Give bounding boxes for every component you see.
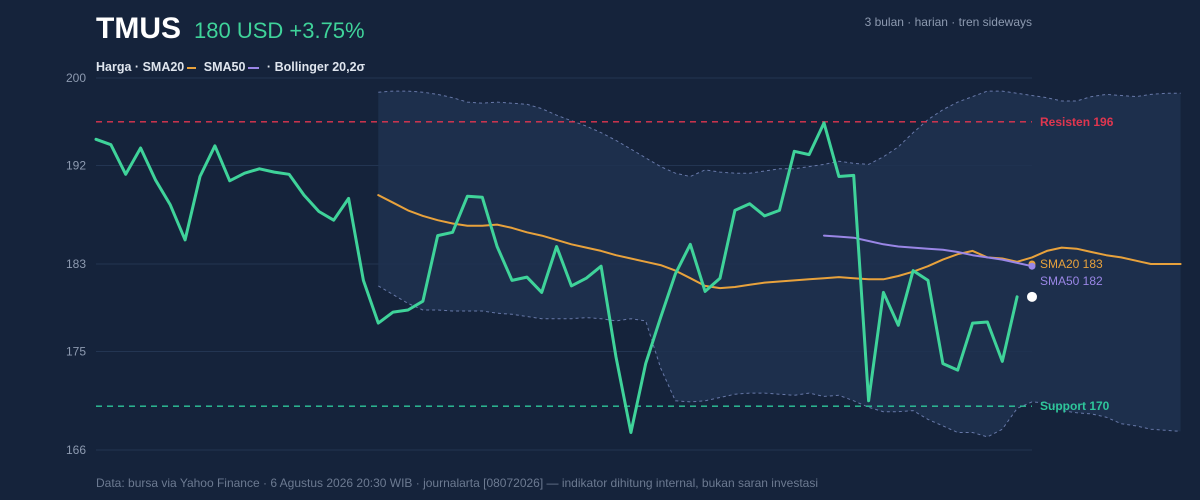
bollinger-band-area xyxy=(378,91,1181,437)
legend-sma50-swatch xyxy=(248,66,260,69)
bollinger-lower-line xyxy=(378,285,1181,438)
bollinger-upper-line xyxy=(378,90,1181,178)
timeframe-context: 3 bulan · harian · tren sideways xyxy=(864,15,1032,29)
ticker-symbol: TMUS xyxy=(96,12,181,45)
support-label: Support 170 xyxy=(1040,399,1110,413)
legend-sma20-swatch xyxy=(187,66,197,69)
y-tick-label: 175 xyxy=(66,345,86,359)
footer-source: Data: bursa via Yahoo Finance · 6 Agustu… xyxy=(96,476,818,490)
chart-legend: Harga · SMA20 SMA50 · Bollinger 20,2σ xyxy=(96,60,365,74)
sma20-line xyxy=(377,194,1182,290)
y-tick-label: 166 xyxy=(66,443,86,457)
legend-sma20-label: SMA20 xyxy=(142,60,185,74)
legend-sma50-label: SMA50 xyxy=(203,60,246,74)
y-tick-label: 192 xyxy=(66,159,86,173)
price-line xyxy=(94,121,1019,434)
price-change: 180 USD +3.75% xyxy=(194,18,365,43)
sma50-end-label: SMA50 182 xyxy=(1040,274,1103,288)
legend-price-label: Harga xyxy=(96,60,132,74)
legend-bollinger-label: Bollinger 20,2σ xyxy=(274,60,366,74)
price-end-point xyxy=(1027,291,1037,302)
legend-separator: · xyxy=(266,60,272,74)
y-tick-label: 183 xyxy=(66,257,86,271)
legend-separator: · xyxy=(134,60,140,74)
y-tick-label: 200 xyxy=(66,71,86,85)
sma20-end-label: SMA20 183 xyxy=(1040,257,1103,271)
resistance-label: Resisten 196 xyxy=(1040,115,1114,129)
sma50-end-point xyxy=(1028,262,1036,270)
